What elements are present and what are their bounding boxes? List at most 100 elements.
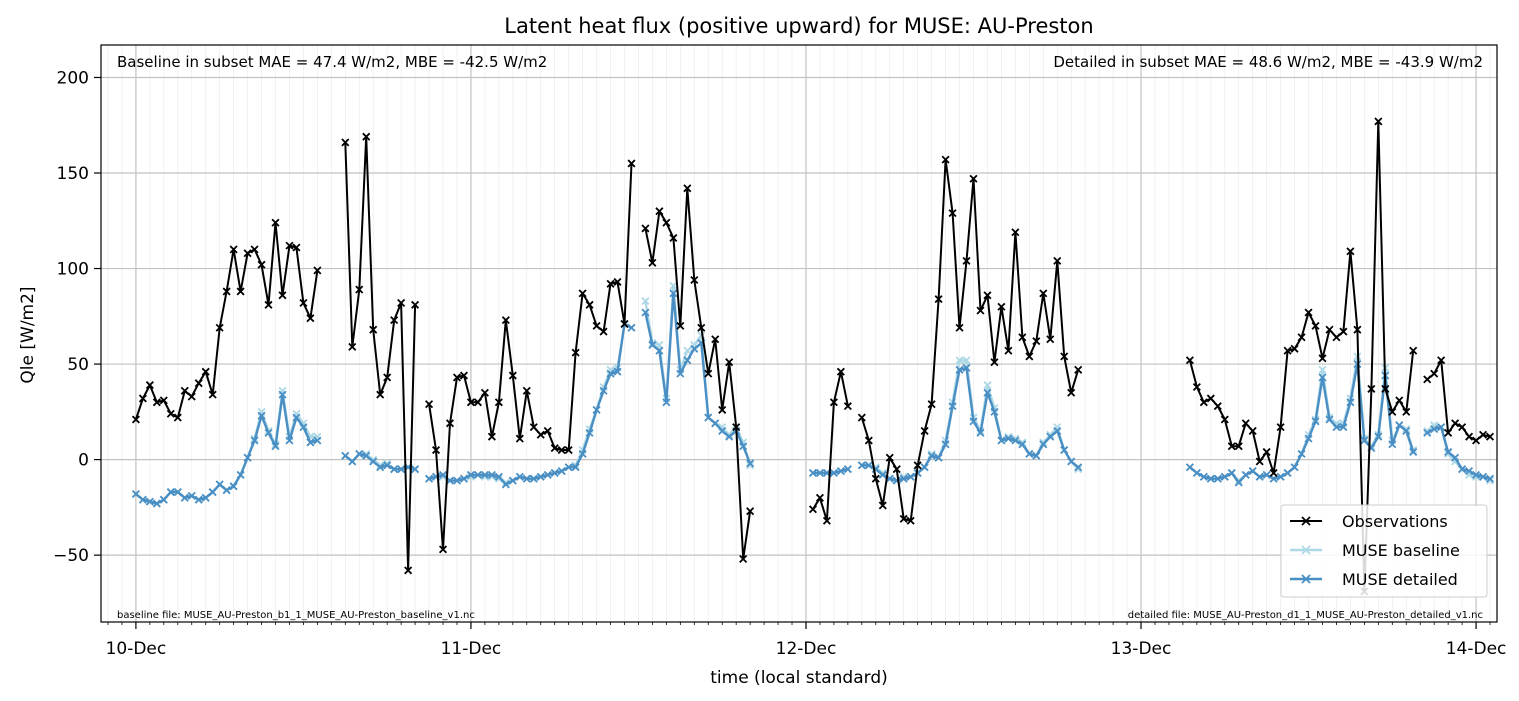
data-point-muse-detailed [1074,463,1083,472]
data-point-observations [222,287,231,296]
data-point-muse-detailed [466,470,475,479]
data-point-muse-detailed [425,474,434,483]
chart-title: Latent heat flux (positive upward) for M… [504,14,1093,38]
data-point-muse-baseline [962,356,971,365]
data-point-muse-detailed [1039,440,1048,449]
data-point-muse-detailed [438,470,448,479]
y-tick-label: 200 [57,68,89,88]
data-point-observations [536,430,545,439]
data-point-observations [885,453,894,462]
data-point-muse-detailed [1297,449,1306,458]
data-point-observations [627,159,636,168]
data-point-observations [690,275,699,285]
plot-frame [100,44,1498,623]
data-point-observations [1234,442,1243,451]
data-point-muse-detailed [711,419,720,428]
data-point-observations [138,394,147,403]
data-point-observations [1423,375,1432,384]
data-point-muse-detailed [480,470,489,479]
data-point-muse-detailed [836,467,845,476]
data-point-muse-detailed [606,369,615,378]
data-point-observations [990,358,999,367]
data-point-muse-detailed [920,463,929,472]
data-point-muse-baseline [1423,426,1432,435]
data-point-observations [1485,432,1495,441]
data-point-muse-detailed [1388,440,1397,449]
data-point-muse-detailed [1409,447,1418,456]
data-point-muse-detailed [201,493,210,502]
x-tick-label: 11-Dec [441,639,502,659]
series-layer [131,117,1495,596]
data-point-observations [864,436,873,445]
data-point-observations [285,241,294,250]
data-point-observations [1332,333,1341,342]
data-point-muse-detailed [927,451,936,460]
data-point-muse-detailed [1206,474,1215,483]
data-point-muse-baseline [725,430,734,439]
data-point-muse-detailed [676,369,685,378]
data-point-observations [606,279,615,288]
y-tick-label: 150 [57,164,89,184]
data-point-muse-detailed [1318,373,1327,382]
data-point-observations [438,545,448,554]
data-point-observations [906,516,915,525]
data-point-muse-detailed [1423,428,1432,437]
data-point-muse-detailed [1346,398,1355,407]
data-point-muse-detailed [962,363,971,372]
data-point-muse-detailed [1067,457,1076,466]
data-point-muse-detailed [599,386,608,395]
data-point-muse-detailed [243,453,252,462]
data-point-muse-baseline [955,356,964,365]
data-point-muse-detailed [1227,468,1236,478]
data-point-observations [725,358,734,367]
data-point-observations [941,155,950,164]
data-point-observations [522,386,531,395]
data-point-muse-detailed [941,440,950,449]
data-point-muse-detailed [159,495,168,504]
data-point-observations [1053,256,1062,265]
data-point-muse-detailed [1283,468,1292,478]
data-point-observations [997,302,1006,311]
data-point-muse-detailed [166,488,175,497]
data-point-observations [969,174,978,183]
data-point-muse-detailed [1479,472,1488,481]
data-point-muse-detailed [1465,467,1474,476]
data-point-muse-detailed [1032,451,1041,460]
data-point-muse-detailed [390,465,399,474]
data-point-observations [899,514,908,523]
data-point-muse-detailed [508,476,517,485]
data-point-observations [808,505,817,514]
data-point-observations [676,321,685,330]
data-point-observations [746,507,755,516]
data-point-observations [578,289,587,298]
data-point-observations [271,218,280,227]
data-point-muse-detailed [1025,449,1034,458]
data-point-observations [1025,352,1034,361]
series-line-muse-baseline [135,284,1491,505]
data-point-muse-detailed [1311,417,1320,426]
data-point-observations [815,493,824,502]
data-point-muse-detailed [229,482,238,491]
data-point-muse-detailed [278,390,287,399]
data-point-observations [920,426,929,435]
data-point-observations [976,306,985,315]
data-point-observations [459,371,468,380]
data-point-observations [1444,428,1453,437]
data-point-muse-detailed [543,470,552,479]
data-point-muse-detailed [529,474,538,483]
data-point-muse-detailed [655,346,664,355]
data-point-observations [425,400,434,409]
data-point-muse-detailed [236,470,245,479]
data-point-muse-detailed [473,470,482,479]
legend-detailed-marker [1301,574,1311,584]
series-muse-detailed [131,289,1495,508]
data-point-muse-detailed [1262,470,1271,479]
data-point-muse-detailed [285,436,294,445]
baseline-file-note: baseline file: MUSE_AU-Preston_b1_1_MUSE… [117,610,475,621]
data-point-observations [1325,325,1334,334]
legend-observations-marker [1301,516,1311,526]
data-point-observations [145,381,154,390]
legend-baseline-label: MUSE baseline [1342,541,1460,560]
data-point-observations [473,398,482,407]
data-point-muse-detailed [383,461,392,470]
